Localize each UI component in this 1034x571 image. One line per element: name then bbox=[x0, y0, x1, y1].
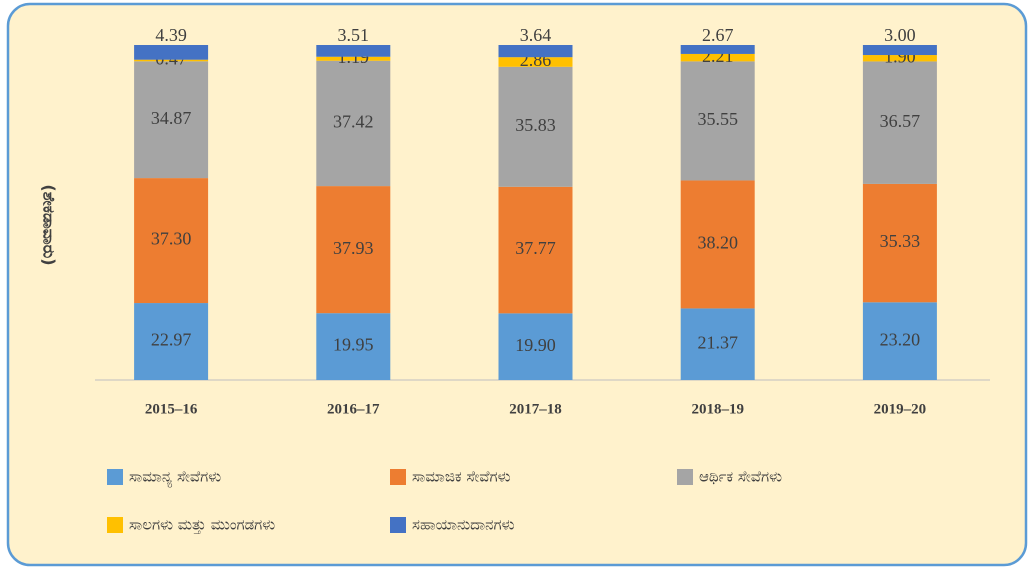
data-label: 35.33 bbox=[880, 231, 921, 251]
bar-segment bbox=[498, 57, 573, 67]
bar-segment bbox=[498, 313, 573, 380]
bar-segment bbox=[134, 178, 209, 304]
data-label: 2.67 bbox=[702, 25, 734, 45]
data-label: 36.57 bbox=[880, 111, 921, 131]
bar-segment bbox=[134, 45, 209, 60]
legend-label: ಸಾಮಾನ್ಯ ಸೇವೆಗಳು bbox=[129, 468, 221, 488]
legend-label: ಸಾಲಗಳು ಮತ್ತು ಮುಂಗಡಗಳು bbox=[129, 516, 275, 534]
bar-segment bbox=[862, 55, 937, 62]
bar-segment bbox=[862, 183, 937, 303]
data-label: 23.20 bbox=[880, 329, 921, 349]
bar-segment bbox=[498, 45, 573, 58]
data-label: 3.00 bbox=[884, 25, 916, 45]
legend-swatch bbox=[390, 469, 406, 485]
bar-segment bbox=[498, 66, 573, 187]
x-tick-label: 2015–16 bbox=[145, 401, 198, 417]
bar-segment bbox=[862, 302, 937, 380]
bar-segment bbox=[316, 186, 391, 314]
data-label: 38.20 bbox=[697, 233, 738, 253]
x-tick-label: 2017–18 bbox=[509, 401, 562, 417]
data-label: 35.55 bbox=[697, 109, 738, 129]
data-label: 37.30 bbox=[151, 229, 192, 249]
data-label: 4.39 bbox=[155, 25, 187, 45]
bar-segment bbox=[680, 308, 755, 380]
legend-swatch bbox=[107, 517, 123, 533]
bar-segment bbox=[680, 180, 755, 309]
legend-swatch bbox=[677, 469, 693, 485]
bar-segment bbox=[316, 56, 391, 61]
legend-label: ಸಾಮಾಜಿಕ ಸೇವೆಗಳು bbox=[412, 468, 511, 486]
x-tick-label: 2016–17 bbox=[327, 401, 380, 417]
data-label: 19.90 bbox=[515, 335, 556, 355]
legend-swatch bbox=[390, 517, 406, 533]
y-axis-label: (ಶೇಕಡಾವಾರು) bbox=[40, 184, 59, 265]
data-label: 3.51 bbox=[338, 25, 370, 45]
data-label: 21.37 bbox=[697, 332, 738, 352]
bar-segment bbox=[316, 45, 391, 57]
bar-segment bbox=[498, 186, 573, 314]
bar-segment bbox=[134, 61, 209, 179]
data-label: 3.64 bbox=[520, 25, 552, 45]
legend-swatch bbox=[107, 469, 123, 485]
bar-segment bbox=[316, 60, 391, 187]
data-label: 37.93 bbox=[333, 238, 374, 258]
legend-label: ಆರ್ಥಿಕ ಸೇವೆಗಳು bbox=[699, 468, 782, 486]
bar-segment bbox=[680, 53, 755, 62]
legend-label: ಸಹಾಯಾನುದಾನಗಳು bbox=[412, 516, 515, 534]
bar-segment bbox=[134, 59, 209, 62]
data-label: 19.95 bbox=[333, 335, 374, 355]
data-label: 22.97 bbox=[151, 330, 192, 350]
bar-segment bbox=[316, 313, 391, 380]
data-label: 37.42 bbox=[333, 112, 374, 132]
data-label: 34.87 bbox=[151, 108, 192, 128]
bar-segment bbox=[680, 45, 755, 54]
x-tick-label: 2019–20 bbox=[874, 401, 927, 417]
data-label: 37.77 bbox=[515, 238, 556, 258]
x-tick-label: 2018–19 bbox=[691, 401, 744, 417]
bar-segment bbox=[862, 45, 937, 56]
bar-segment bbox=[862, 61, 937, 184]
data-label: 35.83 bbox=[515, 115, 556, 135]
bar-segment bbox=[680, 61, 755, 181]
bar-segment bbox=[134, 303, 209, 380]
